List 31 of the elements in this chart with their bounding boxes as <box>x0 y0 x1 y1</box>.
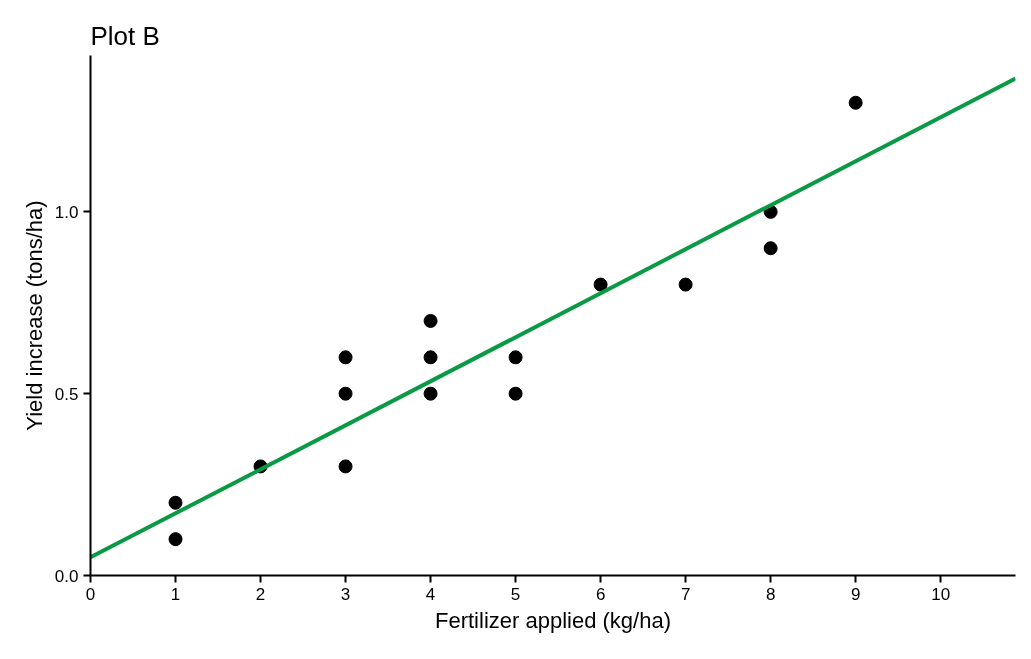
y-tick-label: 0.5 <box>54 384 79 404</box>
point <box>423 386 438 401</box>
point <box>848 95 863 110</box>
point <box>763 241 778 256</box>
x-tick-label: 2 <box>255 584 266 604</box>
x-tick-label: 8 <box>765 584 776 604</box>
x-tick-label: 0 <box>85 584 96 604</box>
chart-title: Plot B <box>90 20 160 51</box>
x-tick-label: 1 <box>170 584 181 604</box>
y-tick-label: 0.0 <box>54 566 79 586</box>
point <box>338 386 353 401</box>
point <box>423 350 438 365</box>
point <box>423 313 438 328</box>
point <box>168 495 183 510</box>
x-tick-label: 6 <box>595 584 606 604</box>
x-tick-label: 10 <box>931 584 951 604</box>
y-tick-label: 1.0 <box>54 202 79 222</box>
x-tick-label: 4 <box>425 584 436 604</box>
x-tick-label: 7 <box>680 584 691 604</box>
point <box>508 350 523 365</box>
point <box>338 459 353 474</box>
point <box>168 532 183 547</box>
x-tick-label: 3 <box>340 584 351 604</box>
x-axis-title: Fertilizer applied (kg/ha) <box>435 607 671 633</box>
point <box>593 277 608 292</box>
point <box>678 277 693 292</box>
x-tick-label: 5 <box>510 584 521 604</box>
x-tick-label: 9 <box>850 584 861 604</box>
point <box>338 350 353 365</box>
y-axis-title: Yield increase (tons/ha) <box>21 200 47 431</box>
point <box>508 386 523 401</box>
